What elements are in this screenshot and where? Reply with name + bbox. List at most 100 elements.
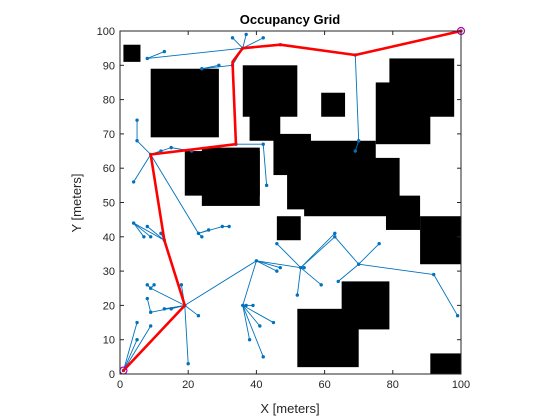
tree-edge xyxy=(256,260,281,269)
tree-node xyxy=(377,241,381,246)
tree-node xyxy=(258,324,262,328)
tree-edge xyxy=(358,263,434,275)
x-tick-label: 80 xyxy=(387,379,399,391)
y-tick-label: 100 xyxy=(97,26,115,38)
tree-node xyxy=(131,180,136,184)
obstacle-cell xyxy=(321,92,346,117)
tree-node xyxy=(145,296,149,301)
tree-edge xyxy=(136,140,152,155)
tree-edge xyxy=(242,305,264,358)
tree-node xyxy=(145,283,149,287)
tree-node xyxy=(319,283,323,287)
tree-node xyxy=(200,67,204,71)
obstacle-cell xyxy=(389,58,455,117)
x-tick-label: 0 xyxy=(117,379,123,391)
tree-edge xyxy=(123,325,152,371)
tree-edge xyxy=(150,154,199,234)
tree-edge xyxy=(337,263,359,282)
obstacle-cell xyxy=(385,195,421,230)
tree-edge xyxy=(232,37,244,49)
obstacle-cell xyxy=(242,65,298,117)
obstacle-cell xyxy=(123,44,141,62)
tree-edge xyxy=(296,267,302,296)
tree-edge xyxy=(184,305,189,364)
obstacle-cell xyxy=(304,157,400,217)
axis-ticks: 0 20 40 60 80 100 0 10 20 30 40 50 60 70 80 90 100 xyxy=(97,26,471,391)
tree-node xyxy=(353,149,357,153)
tree-edge xyxy=(147,51,165,59)
obstacles xyxy=(123,44,461,374)
tree-node xyxy=(247,338,252,342)
tree-node xyxy=(278,265,282,270)
x-tick-label: 40 xyxy=(250,379,262,391)
tree-node xyxy=(217,63,221,67)
tree-node xyxy=(275,269,279,273)
tree-edge xyxy=(133,222,151,238)
tree-edge xyxy=(433,274,458,316)
y-tick-label: 80 xyxy=(103,95,115,107)
tree-node xyxy=(159,231,163,236)
tree-edge xyxy=(256,260,301,269)
planned-path-layer xyxy=(122,29,463,372)
tree-node xyxy=(148,324,153,328)
y-tick-label: 40 xyxy=(103,232,115,244)
tree-node xyxy=(152,283,156,287)
tree-edge xyxy=(358,243,380,265)
tree-node xyxy=(251,303,255,308)
tree-edge xyxy=(147,47,243,59)
obstacle-cell xyxy=(150,68,219,138)
y-tick-label: 0 xyxy=(109,369,115,381)
y-axis-label: Y [meters] xyxy=(69,173,84,232)
tree-node xyxy=(142,235,146,239)
tree-edge xyxy=(334,236,360,265)
tree-edge xyxy=(198,226,223,234)
tree-edge xyxy=(242,37,264,49)
obstacle-cell xyxy=(430,353,461,374)
tree-node xyxy=(145,224,149,229)
tree-node xyxy=(261,142,265,146)
tree-edge xyxy=(133,222,165,241)
tree-node xyxy=(135,320,139,325)
tree-node xyxy=(271,320,276,325)
tree-edge xyxy=(242,305,261,327)
tree-edge xyxy=(354,54,360,141)
tree-edge xyxy=(150,287,185,306)
tree-edge xyxy=(184,305,199,317)
tree-edge xyxy=(256,260,278,272)
tree-node xyxy=(230,36,235,40)
tree-node xyxy=(244,303,248,308)
y-tick-label: 60 xyxy=(103,163,115,175)
obstacle-cell xyxy=(297,308,359,368)
y-tick-label: 20 xyxy=(103,300,115,312)
tree-node xyxy=(196,313,201,318)
tree-node xyxy=(302,265,306,270)
tree-node xyxy=(186,362,190,366)
tree-edge xyxy=(300,233,336,268)
tree-node xyxy=(261,36,265,40)
tree-node xyxy=(200,235,204,239)
planned-path xyxy=(122,29,463,372)
tree-node xyxy=(333,231,337,236)
tree-node xyxy=(275,241,279,246)
x-tick-label: 20 xyxy=(182,379,194,391)
y-tick-label: 50 xyxy=(103,198,115,210)
x-tick-label: 100 xyxy=(452,379,470,391)
tree-edge xyxy=(242,305,274,323)
tree-node xyxy=(162,307,167,311)
tree-edge xyxy=(122,322,138,371)
tree-edge xyxy=(242,305,251,340)
y-tick-label: 10 xyxy=(103,335,115,347)
tree-edge xyxy=(276,243,302,268)
plot-area: 0 20 40 60 80 100 0 10 20 30 40 50 60 70 80 90 100 xyxy=(97,26,471,391)
x-tick-label: 60 xyxy=(318,379,330,391)
obstacle-cell xyxy=(201,147,260,206)
tree-node xyxy=(148,235,153,239)
obstacle-cell xyxy=(276,216,301,241)
tree-node xyxy=(261,355,265,359)
tree-edge xyxy=(201,64,219,70)
tree-edge xyxy=(184,260,257,306)
tree-node xyxy=(227,224,231,229)
tree-edge xyxy=(122,339,138,371)
tree-node xyxy=(135,338,139,342)
